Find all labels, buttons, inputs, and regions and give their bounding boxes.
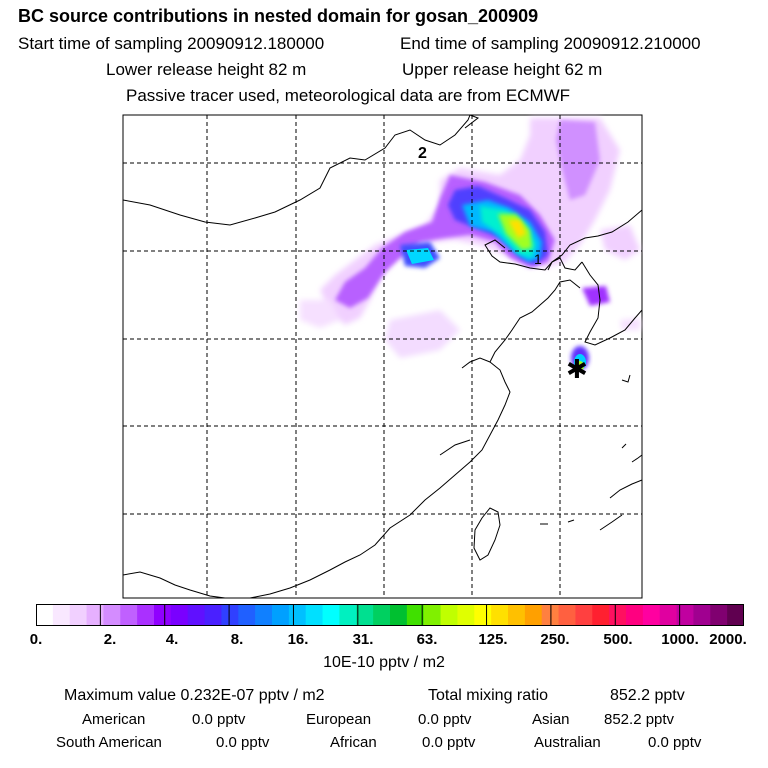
source-contribution-map: 2 1 ✱	[122, 114, 643, 599]
colorbar-swatch	[339, 604, 357, 626]
colorbar-swatch	[423, 604, 442, 626]
colorbar-swatch	[406, 604, 425, 626]
american-label: American	[82, 711, 146, 728]
colorbar-swatch	[305, 604, 324, 626]
colorbar-swatch	[491, 604, 509, 626]
colorbar-swatch	[390, 604, 408, 626]
colorbar-swatch	[204, 604, 223, 626]
colorbar-swatch	[676, 604, 695, 626]
map-title: BC source contributions in nested domain…	[18, 6, 539, 26]
colorbar-tick-3: 8.	[230, 631, 244, 648]
european-value: 0.0 pptv	[418, 711, 472, 728]
colorbar-swatch	[373, 604, 391, 626]
colorbar-swatch	[508, 604, 526, 626]
colorbar-tick-4: 16.	[287, 631, 309, 648]
colorbar-swatch	[170, 604, 189, 626]
colorbar-swatch	[457, 604, 475, 626]
colorbar-swatch	[356, 604, 374, 626]
lower-release-height: Lower release height 82 m	[106, 60, 307, 79]
colorbar-swatch	[440, 604, 459, 626]
colorbar-swatch	[103, 604, 121, 626]
colorbar-swatch	[272, 604, 290, 626]
lat-lon-grid	[123, 115, 642, 598]
colorbar-unit: 10E-10 pptv / m2	[323, 654, 445, 671]
receptor-star-icon: ✱	[566, 355, 588, 385]
african-value: 0.0 pptv	[422, 734, 476, 751]
colorbar-swatch	[558, 604, 577, 626]
colorbar-swatch	[154, 604, 172, 626]
colorbar-swatch	[592, 604, 610, 626]
colorbar-tick-5: 31.	[352, 631, 374, 648]
plume-field	[300, 118, 640, 371]
south-american-value: 0.0 pptv	[216, 734, 270, 751]
colorbar-swatch	[524, 604, 543, 626]
asian-label: Asian	[532, 711, 570, 728]
european-label: European	[306, 711, 372, 728]
upper-release-height: Upper release height 62 m	[402, 60, 603, 79]
tracer-note: Passive tracer used, meteorological data…	[126, 86, 571, 105]
colorbar-swatch	[238, 604, 256, 626]
marker-label: 1	[534, 251, 542, 267]
colorbar-tick-7: 125.	[478, 631, 508, 648]
colorbar-swatch	[609, 604, 627, 626]
colorbar-swatch	[137, 604, 155, 626]
colorbar-swatch	[642, 604, 661, 626]
colorbar-swatch	[575, 604, 593, 626]
colorbar-swatch	[255, 604, 273, 626]
colorbar-tick-11: 2000.	[709, 631, 747, 648]
colorbar-swatch	[36, 604, 54, 626]
colorbar-swatch	[710, 604, 728, 626]
colorbar-tick-10: 1000.	[661, 631, 699, 648]
grid-label: 2	[418, 145, 427, 162]
australian-value: 0.0 pptv	[648, 734, 702, 751]
colorbar-border	[36, 604, 744, 626]
colorbar-swatch	[626, 604, 644, 626]
colorbar-tick-9: 500.	[603, 631, 633, 648]
colorbar-swatch	[474, 604, 492, 626]
colorbar	[36, 604, 744, 626]
colorbar-tick-6: 63.	[416, 631, 438, 648]
colorbar-tick-0: 0.	[29, 631, 43, 648]
australian-label: Australian	[534, 734, 601, 751]
colorbar-swatch	[86, 604, 105, 626]
colorbar-tick-8: 250.	[540, 631, 570, 648]
asian-value: 852.2 pptv	[604, 711, 675, 728]
south-american-label: South American	[56, 734, 162, 751]
colorbar-swatch	[659, 604, 678, 626]
colorbar-swatch	[120, 604, 138, 626]
colorbar-swatch	[69, 604, 88, 626]
colorbar-tick-1: 2.	[103, 631, 117, 648]
start-time: Start time of sampling 20090912.180000	[18, 34, 325, 53]
american-value: 0.0 pptv	[192, 711, 246, 728]
total-mixing-label: Total mixing ratio	[428, 687, 549, 704]
colorbar-swatch	[322, 604, 341, 626]
colorbar-swatch	[52, 604, 71, 626]
colorbar-swatch	[288, 604, 307, 626]
end-time: End time of sampling 20090912.210000	[400, 34, 701, 53]
total-mixing-value: 852.2 pptv	[610, 687, 685, 704]
colorbar-swatch	[727, 604, 744, 626]
colorbar-swatch	[693, 604, 711, 626]
colorbar-swatch	[187, 604, 206, 626]
african-label: African	[330, 734, 377, 751]
max-value: Maximum value 0.232E-07 pptv / m2	[64, 687, 325, 704]
colorbar-swatch	[221, 604, 239, 626]
colorbar-tick-2: 4.	[165, 631, 179, 648]
